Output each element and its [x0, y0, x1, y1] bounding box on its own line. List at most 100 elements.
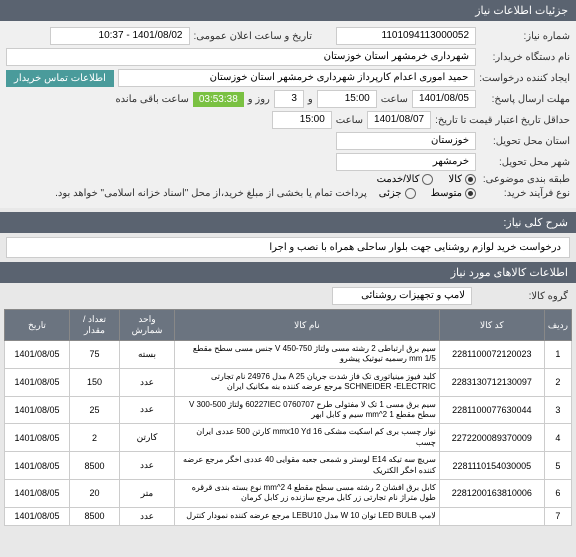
need-number-label: شماره نیاز:: [480, 31, 570, 42]
validity-label: حداقل تاریخ اعتبار قیمت تا تاریخ:: [435, 115, 570, 126]
cell-name: سیم برق مسی 1 تک لا مفتولی طرح 60227IEC …: [175, 396, 440, 424]
cell-code: 2281100077630044: [439, 396, 544, 424]
radio-icon: [465, 188, 476, 199]
city-value: خرمشهر: [336, 153, 476, 171]
need-number-value: 1101094113000052: [336, 27, 476, 45]
remaining-label: ساعت باقی مانده: [115, 94, 188, 105]
cell-idx: 5: [544, 452, 571, 480]
cell-date: 1401/08/05: [5, 452, 70, 480]
device-name-label: نام دستگاه خریدار:: [480, 52, 570, 63]
purchase-type-radios: متوسط جزئی: [379, 188, 476, 199]
cell-date: 1401/08/05: [5, 507, 70, 525]
table-row[interactable]: 62281200163810006کابل برق افشان 2 رشته م…: [5, 479, 572, 507]
th-date: تاریخ: [5, 310, 70, 341]
cell-qty: 25: [70, 396, 120, 424]
table-row[interactable]: 52281110154030005سریچ سه تیکه E14 لوستر …: [5, 452, 572, 480]
public-datetime-value: 1401/08/02 - 10:37: [50, 27, 190, 45]
cell-qty: 75: [70, 341, 120, 369]
cell-idx: 6: [544, 479, 571, 507]
need-description: درخواست خرید لوازم روشنایی جهت بلوار ساح…: [6, 237, 570, 258]
deadline-label: مهلت ارسال پاسخ:: [480, 94, 570, 105]
requester-value: حمید اموری اعدام کارپرداز شهرداری خرمشهر…: [118, 69, 475, 87]
cell-code: 2272200089370009: [439, 424, 544, 452]
th-unit: واحد شمارش: [120, 310, 175, 341]
table-row[interactable]: 32281100077630044سیم برق مسی 1 تک لا مفت…: [5, 396, 572, 424]
items-table: ردیف کد کالا نام کالا واحد شمارش تعداد /…: [4, 309, 572, 526]
validity-time: 15:00: [272, 111, 332, 129]
th-name: نام کالا: [175, 310, 440, 341]
grouping-label: طبقه بندی موضوعی:: [480, 174, 570, 185]
cell-unit: بسته: [120, 341, 175, 369]
purchase-type-label: نوع فرآیند خرید:: [480, 188, 570, 199]
days-label: روز و: [248, 94, 270, 105]
cell-idx: 3: [544, 396, 571, 424]
requester-label: ایجاد کننده درخواست:: [479, 73, 570, 84]
cell-qty: 150: [70, 368, 120, 396]
cell-name: سریچ سه تیکه E14 لوستر و شمعی جعبه مقوای…: [175, 452, 440, 480]
items-info-header: اطلاعات کالاهای مورد نیاز: [0, 262, 576, 283]
grouping-radios: کالا کالا/خدمت: [377, 174, 476, 185]
cell-qty: 8500: [70, 452, 120, 480]
table-row[interactable]: 42272200089370009نوار چسب بری کم اسکیت م…: [5, 424, 572, 452]
cell-code: 2283130712130097: [439, 368, 544, 396]
cell-unit: متر: [120, 479, 175, 507]
cell-idx: 1: [544, 341, 571, 369]
main-header: جزئیات اطلاعات نیاز: [0, 0, 576, 21]
cell-idx: 4: [544, 424, 571, 452]
cell-date: 1401/08/05: [5, 368, 70, 396]
cell-unit: عدد: [120, 507, 175, 525]
cell-name: لامپ LED BULB توان W 10 مدل LEBU10 مرجع …: [175, 507, 440, 525]
grouping-radio-service[interactable]: کالا/خدمت: [377, 174, 434, 185]
time-remaining: 03:53:38: [193, 92, 244, 107]
need-desc-header: شرح کلی نیاز:: [0, 212, 576, 233]
device-name-value: شهرداری خرمشهر استان خوزستان: [6, 48, 476, 66]
th-qty: تعداد / مقدار: [70, 310, 120, 341]
table-row[interactable]: 7 لامپ LED BULB توان W 10 مدل LEBU10 مرجع…: [5, 507, 572, 525]
and-label: و: [308, 94, 313, 105]
deadline-date: 1401/08/05: [412, 90, 476, 108]
radio-label: کالا/خدمت: [377, 174, 420, 185]
radio-label: جزئی: [379, 188, 402, 199]
validity-date: 1401/08/07: [367, 111, 431, 129]
cell-qty: 20: [70, 479, 120, 507]
cell-unit: عدد: [120, 396, 175, 424]
purchase-radio-minor[interactable]: جزئی: [379, 188, 416, 199]
th-code: کد کالا: [439, 310, 544, 341]
time-label-2: ساعت: [336, 115, 363, 126]
cell-qty: 8500: [70, 507, 120, 525]
radio-icon: [405, 188, 416, 199]
cell-code: [439, 507, 544, 525]
cell-unit: عدد: [120, 368, 175, 396]
product-group-value: لامپ و تجهیزات روشنائی: [332, 287, 472, 305]
cell-code: 2281110154030005: [439, 452, 544, 480]
radio-icon: [465, 174, 476, 185]
cell-code: 2281100072120023: [439, 341, 544, 369]
radio-label: کالا: [448, 174, 462, 185]
cell-name: کابل برق افشان 2 رشته مسی سطح مقطع mm^2 …: [175, 479, 440, 507]
radio-label: متوسط: [431, 188, 462, 199]
cell-date: 1401/08/05: [5, 341, 70, 369]
grouping-radio-kala[interactable]: کالا: [448, 174, 476, 185]
cell-idx: 2: [544, 368, 571, 396]
cell-name: نوار چسب بری کم اسکیت مشکی mmx10 Yd 16 ک…: [175, 424, 440, 452]
cell-code: 2281200163810006: [439, 479, 544, 507]
cell-idx: 7: [544, 507, 571, 525]
province-value: خوزستان: [336, 132, 476, 150]
city-label: شهر محل تحویل:: [480, 157, 570, 168]
time-label-1: ساعت: [381, 94, 408, 105]
purchase-note: پرداخت تمام یا بخشی از مبلغ خرید،از محل …: [55, 188, 367, 199]
cell-name: سیم برق ارتباطی 2 رشته مسی ولتاژ V 450-7…: [175, 341, 440, 369]
table-row[interactable]: 12281100072120023سیم برق ارتباطی 2 رشته …: [5, 341, 572, 369]
th-idx: ردیف: [544, 310, 571, 341]
days-remaining: 3: [274, 90, 304, 108]
radio-icon: [422, 174, 433, 185]
cell-qty: 2: [70, 424, 120, 452]
cell-date: 1401/08/05: [5, 479, 70, 507]
public-datetime-label: تاریخ و ساعت اعلان عمومی:: [194, 31, 313, 42]
buyer-contact-button[interactable]: اطلاعات تماس خریدار: [6, 70, 114, 87]
cell-unit: کارتن: [120, 424, 175, 452]
table-row[interactable]: 22283130712130097کلید فیوز مینیاتوری تک …: [5, 368, 572, 396]
cell-unit: عدد: [120, 452, 175, 480]
purchase-radio-med[interactable]: متوسط: [431, 188, 476, 199]
cell-date: 1401/08/05: [5, 396, 70, 424]
